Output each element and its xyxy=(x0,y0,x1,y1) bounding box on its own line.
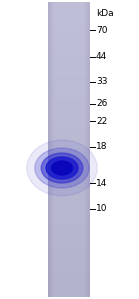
Text: 22: 22 xyxy=(96,117,107,126)
Ellipse shape xyxy=(27,140,97,196)
Ellipse shape xyxy=(52,161,72,175)
Text: 33: 33 xyxy=(96,77,107,86)
Text: 18: 18 xyxy=(96,142,107,151)
Text: kDa: kDa xyxy=(96,9,114,18)
Ellipse shape xyxy=(46,157,78,179)
Text: 70: 70 xyxy=(96,25,107,34)
Text: 26: 26 xyxy=(96,99,107,108)
Text: 10: 10 xyxy=(96,204,107,213)
Ellipse shape xyxy=(41,153,83,183)
Text: 14: 14 xyxy=(96,179,107,188)
Ellipse shape xyxy=(35,148,89,188)
Text: 44: 44 xyxy=(96,52,107,61)
